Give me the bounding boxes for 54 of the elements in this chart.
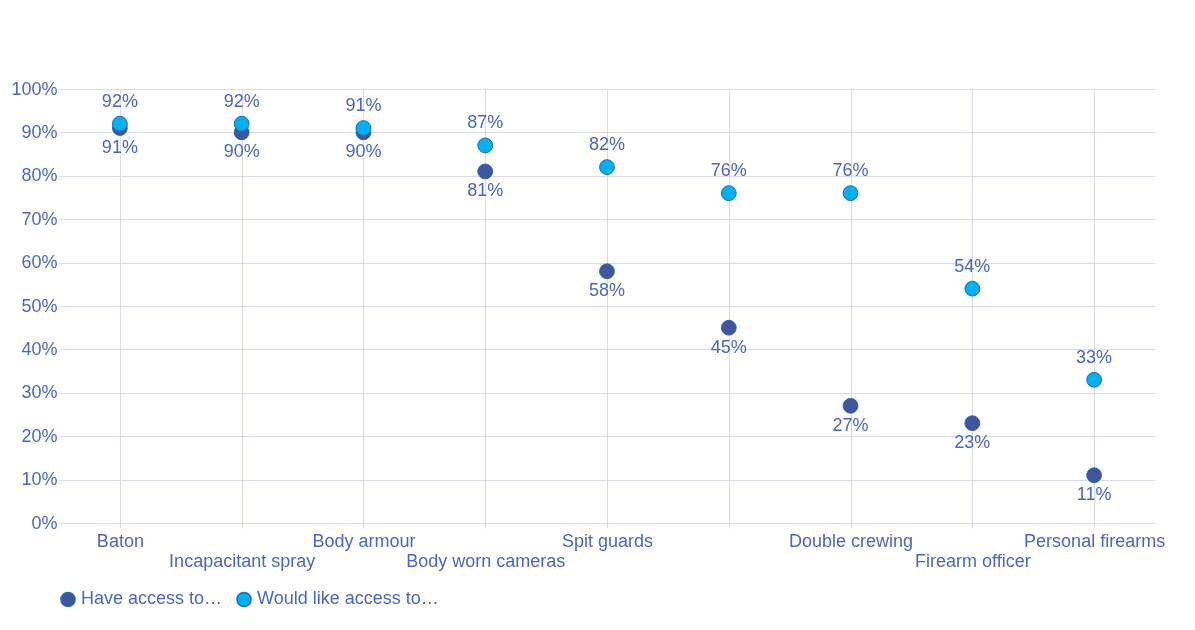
- data-label: 82%: [588, 134, 626, 155]
- y-tick-label: 100%: [11, 78, 58, 99]
- data-label: 33%: [1076, 346, 1113, 367]
- point: [842, 185, 859, 202]
- point: [964, 280, 981, 297]
- y-tick-label: 60%: [21, 252, 58, 273]
- data-label: 23%: [954, 432, 991, 453]
- point: [111, 115, 128, 132]
- data-label: 92%: [101, 90, 138, 111]
- point: [720, 185, 737, 202]
- x-tick-label: Body worn cameras: [406, 550, 566, 571]
- data-label: 58%: [588, 280, 626, 301]
- data-label: 76%: [832, 160, 869, 181]
- x-tick-label: Baton: [96, 530, 144, 551]
- point: [599, 159, 615, 176]
- data-label: 54%: [954, 255, 991, 276]
- point: [355, 120, 372, 136]
- point: [599, 263, 615, 280]
- point: [1086, 467, 1103, 484]
- point: [842, 397, 859, 414]
- point: [477, 163, 494, 180]
- point: [233, 115, 250, 132]
- y-tick-label: 10%: [21, 469, 58, 490]
- data-label: 76%: [710, 160, 747, 181]
- y-tick-label: 20%: [21, 425, 58, 446]
- data-label: 87%: [467, 112, 504, 133]
- data-label: 11%: [1076, 484, 1112, 505]
- x-tick-label: Double crewing: [789, 530, 914, 551]
- x-tick-label: Spit guards: [561, 530, 654, 551]
- data-label: 92%: [223, 90, 260, 111]
- y-tick-label: 80%: [21, 165, 58, 186]
- point: [477, 137, 494, 154]
- data-label: 90%: [223, 141, 260, 162]
- y-tick-label: 30%: [21, 382, 58, 403]
- x-tick-label: Incapacitant spray: [169, 550, 316, 571]
- y-tick-label: 70%: [21, 208, 58, 229]
- x-tick-label: Firearm officer: [914, 550, 1031, 571]
- legend-label: Would like access to…: [257, 588, 439, 609]
- legend-label: Have access to…: [81, 588, 223, 609]
- data-label: 91%: [101, 137, 138, 158]
- y-tick-label: 0%: [31, 512, 58, 533]
- y-tick-label: 40%: [21, 338, 58, 359]
- point: [720, 319, 737, 336]
- x-tick-label: Personal firearms: [1024, 530, 1166, 551]
- data-label: 90%: [345, 141, 382, 162]
- point: [1086, 371, 1103, 388]
- data-label: 91%: [345, 95, 382, 116]
- data-label: 81%: [467, 180, 504, 201]
- y-tick-label: 90%: [21, 121, 58, 142]
- y-tick-label: 50%: [21, 295, 58, 316]
- data-label: 45%: [710, 336, 747, 357]
- data-label: 27%: [832, 414, 869, 435]
- x-tick-label: Body armour: [312, 530, 416, 551]
- point: [964, 415, 981, 432]
